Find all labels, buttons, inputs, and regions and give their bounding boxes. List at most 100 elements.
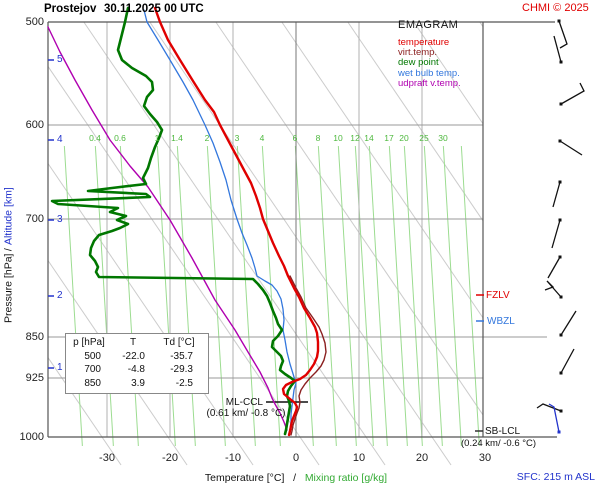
altitude-tick-label: 1 xyxy=(57,362,63,373)
mixing-ratio-line xyxy=(119,145,139,447)
wind-barb-dot xyxy=(559,409,563,413)
curve-wet-bulb-temp- xyxy=(143,9,297,435)
mixing-ratio-label: 25 xyxy=(419,133,429,143)
pressure-tick-label: 925 xyxy=(25,372,44,384)
surface-elevation: SFC: 215 m ASL xyxy=(516,471,595,483)
axis-title-separator: / xyxy=(2,244,15,254)
dry-adiabat-line xyxy=(47,357,122,466)
pressure-tick-label: 500 xyxy=(25,16,44,28)
altitude-tick-label: 5 xyxy=(57,54,63,65)
wind-barb-dot xyxy=(559,102,563,106)
y-axis-title: Pressure [hPa] / Altitude [km] xyxy=(0,125,17,385)
pressure-tick-label: 850 xyxy=(25,331,44,343)
table-cell: 3.9 xyxy=(131,377,145,389)
temperature-tick-label: 10 xyxy=(352,452,366,464)
mixing-ratio-label: 8 xyxy=(315,133,321,143)
mixing-ratio-label: 2 xyxy=(204,133,210,143)
table-cell: 850 xyxy=(84,377,101,389)
wind-barb-dot xyxy=(559,60,563,64)
wind-barb xyxy=(548,403,560,433)
sounding-table-header: p [hPa] T Td [°C] xyxy=(67,336,207,350)
temperature-tick-label: -30 xyxy=(99,452,115,464)
curve-udpraft-v-temp- xyxy=(47,26,288,431)
legend-item: virt.temp. xyxy=(398,47,438,59)
mixing-ratio-line xyxy=(206,145,226,447)
wind-barb-dot xyxy=(558,139,562,143)
mixing-ratio-line xyxy=(63,145,83,447)
wind-barb xyxy=(547,256,561,279)
mixing-ratio-label: 0.6 xyxy=(114,133,126,143)
mixing-ratio-label: 1.4 xyxy=(171,133,183,143)
dry-adiabat-line xyxy=(149,21,452,466)
mixing-ratio-label: 14 xyxy=(364,133,374,143)
mixing-ratio-label: 1 xyxy=(154,133,160,143)
sounding-table-row: 850 3.9 -2.5 xyxy=(67,377,207,391)
table-cell: -29.3 xyxy=(170,364,193,375)
wind-barb xyxy=(558,20,568,49)
legend: EMAGRAM temperature virt.temp. dew point we… xyxy=(398,20,461,89)
wind-barb xyxy=(536,403,562,412)
wind-barb-dot xyxy=(558,180,562,184)
mixing-ratio-axis-title: Mixing ratio [g/kg] xyxy=(304,472,388,484)
mixing-ratio-label: 3 xyxy=(234,133,240,143)
mixing-ratio-line xyxy=(423,145,443,447)
mixing-ratio-line xyxy=(354,145,374,447)
mixing-ratio-label: 4 xyxy=(259,133,265,143)
col-pressure: p [hPa] xyxy=(73,337,105,348)
temperature-tick-label: -10 xyxy=(225,452,241,464)
wind-barb xyxy=(551,219,561,249)
mixing-ratio-line xyxy=(460,145,480,447)
sounding-table: p [hPa] T Td [°C] 500 -22.0 -35.7 700 -4.8 -2… xyxy=(65,333,209,394)
wind-barb-dot xyxy=(559,371,563,375)
mixing-ratio-label: 20 xyxy=(399,133,409,143)
curve-dew-point xyxy=(50,6,297,436)
curve-virt-temp- xyxy=(289,275,327,436)
wind-barb-dot xyxy=(559,295,563,299)
temperature-tick-label: 0 xyxy=(292,452,300,464)
sounding-table-row: 700 -4.8 -29.3 xyxy=(67,363,207,377)
table-cell: 700 xyxy=(84,364,101,375)
mixing-ratio-line xyxy=(261,145,281,447)
legend-item: wet bulb temp. xyxy=(398,67,460,79)
table-cell: -2.5 xyxy=(175,377,193,389)
pressure-axis-title: Pressure [hPa] xyxy=(2,253,15,323)
altitude-tick-label: 2 xyxy=(57,290,63,301)
temperature-tick-label: 20 xyxy=(415,452,429,464)
sounding-table-row: 500 -22.0 -35.7 xyxy=(67,350,207,364)
mixing-ratio-line xyxy=(403,145,423,447)
pressure-tick-label: 1000 xyxy=(19,431,44,443)
mixing-ratio-line xyxy=(156,145,176,447)
pressure-tick-label: 700 xyxy=(25,213,44,225)
col-dewpoint: Td [°C] xyxy=(163,337,195,348)
wind-barb xyxy=(553,35,562,63)
legend-title: EMAGRAM xyxy=(398,19,459,31)
dry-adiabat-line xyxy=(347,21,484,222)
dry-adiabat-line xyxy=(47,66,320,466)
wind-barb xyxy=(560,348,575,374)
ml-ccl-label: ML-CCL xyxy=(225,397,263,408)
altitude-tick-label: 4 xyxy=(57,134,63,145)
wbzl-label: WBZL xyxy=(487,316,515,327)
dry-adiabat-line xyxy=(413,21,484,125)
wind-barb-dot xyxy=(558,218,562,222)
wind-barb-dot xyxy=(558,255,562,259)
wind-barb-dot xyxy=(557,19,561,23)
table-cell: 500 xyxy=(84,350,101,362)
table-cell: -4.8 xyxy=(127,364,145,375)
legend-item: dew point xyxy=(398,57,439,69)
sb-lcl-label: SB-LCL xyxy=(485,426,521,437)
mixing-ratio-line xyxy=(388,145,408,447)
mixing-ratio-line xyxy=(294,145,314,447)
mixing-ratio-line xyxy=(317,145,337,447)
curve-temperature xyxy=(153,6,320,437)
temperature-tick-label: -20 xyxy=(162,452,178,464)
wind-barb xyxy=(552,181,561,208)
fzlv-label: FZLV xyxy=(486,290,510,301)
sb-lcl-detail: (0.24 km/ -0.6 °C) xyxy=(461,438,537,449)
sounding-datetime: 30.11.2025 00 UTC xyxy=(104,3,204,15)
mixing-ratio-line xyxy=(337,145,357,447)
col-temperature: T xyxy=(129,337,137,348)
caption-separator: / xyxy=(287,472,302,484)
table-cell: -35.7 xyxy=(170,350,193,362)
mixing-ratio-line xyxy=(368,145,388,447)
